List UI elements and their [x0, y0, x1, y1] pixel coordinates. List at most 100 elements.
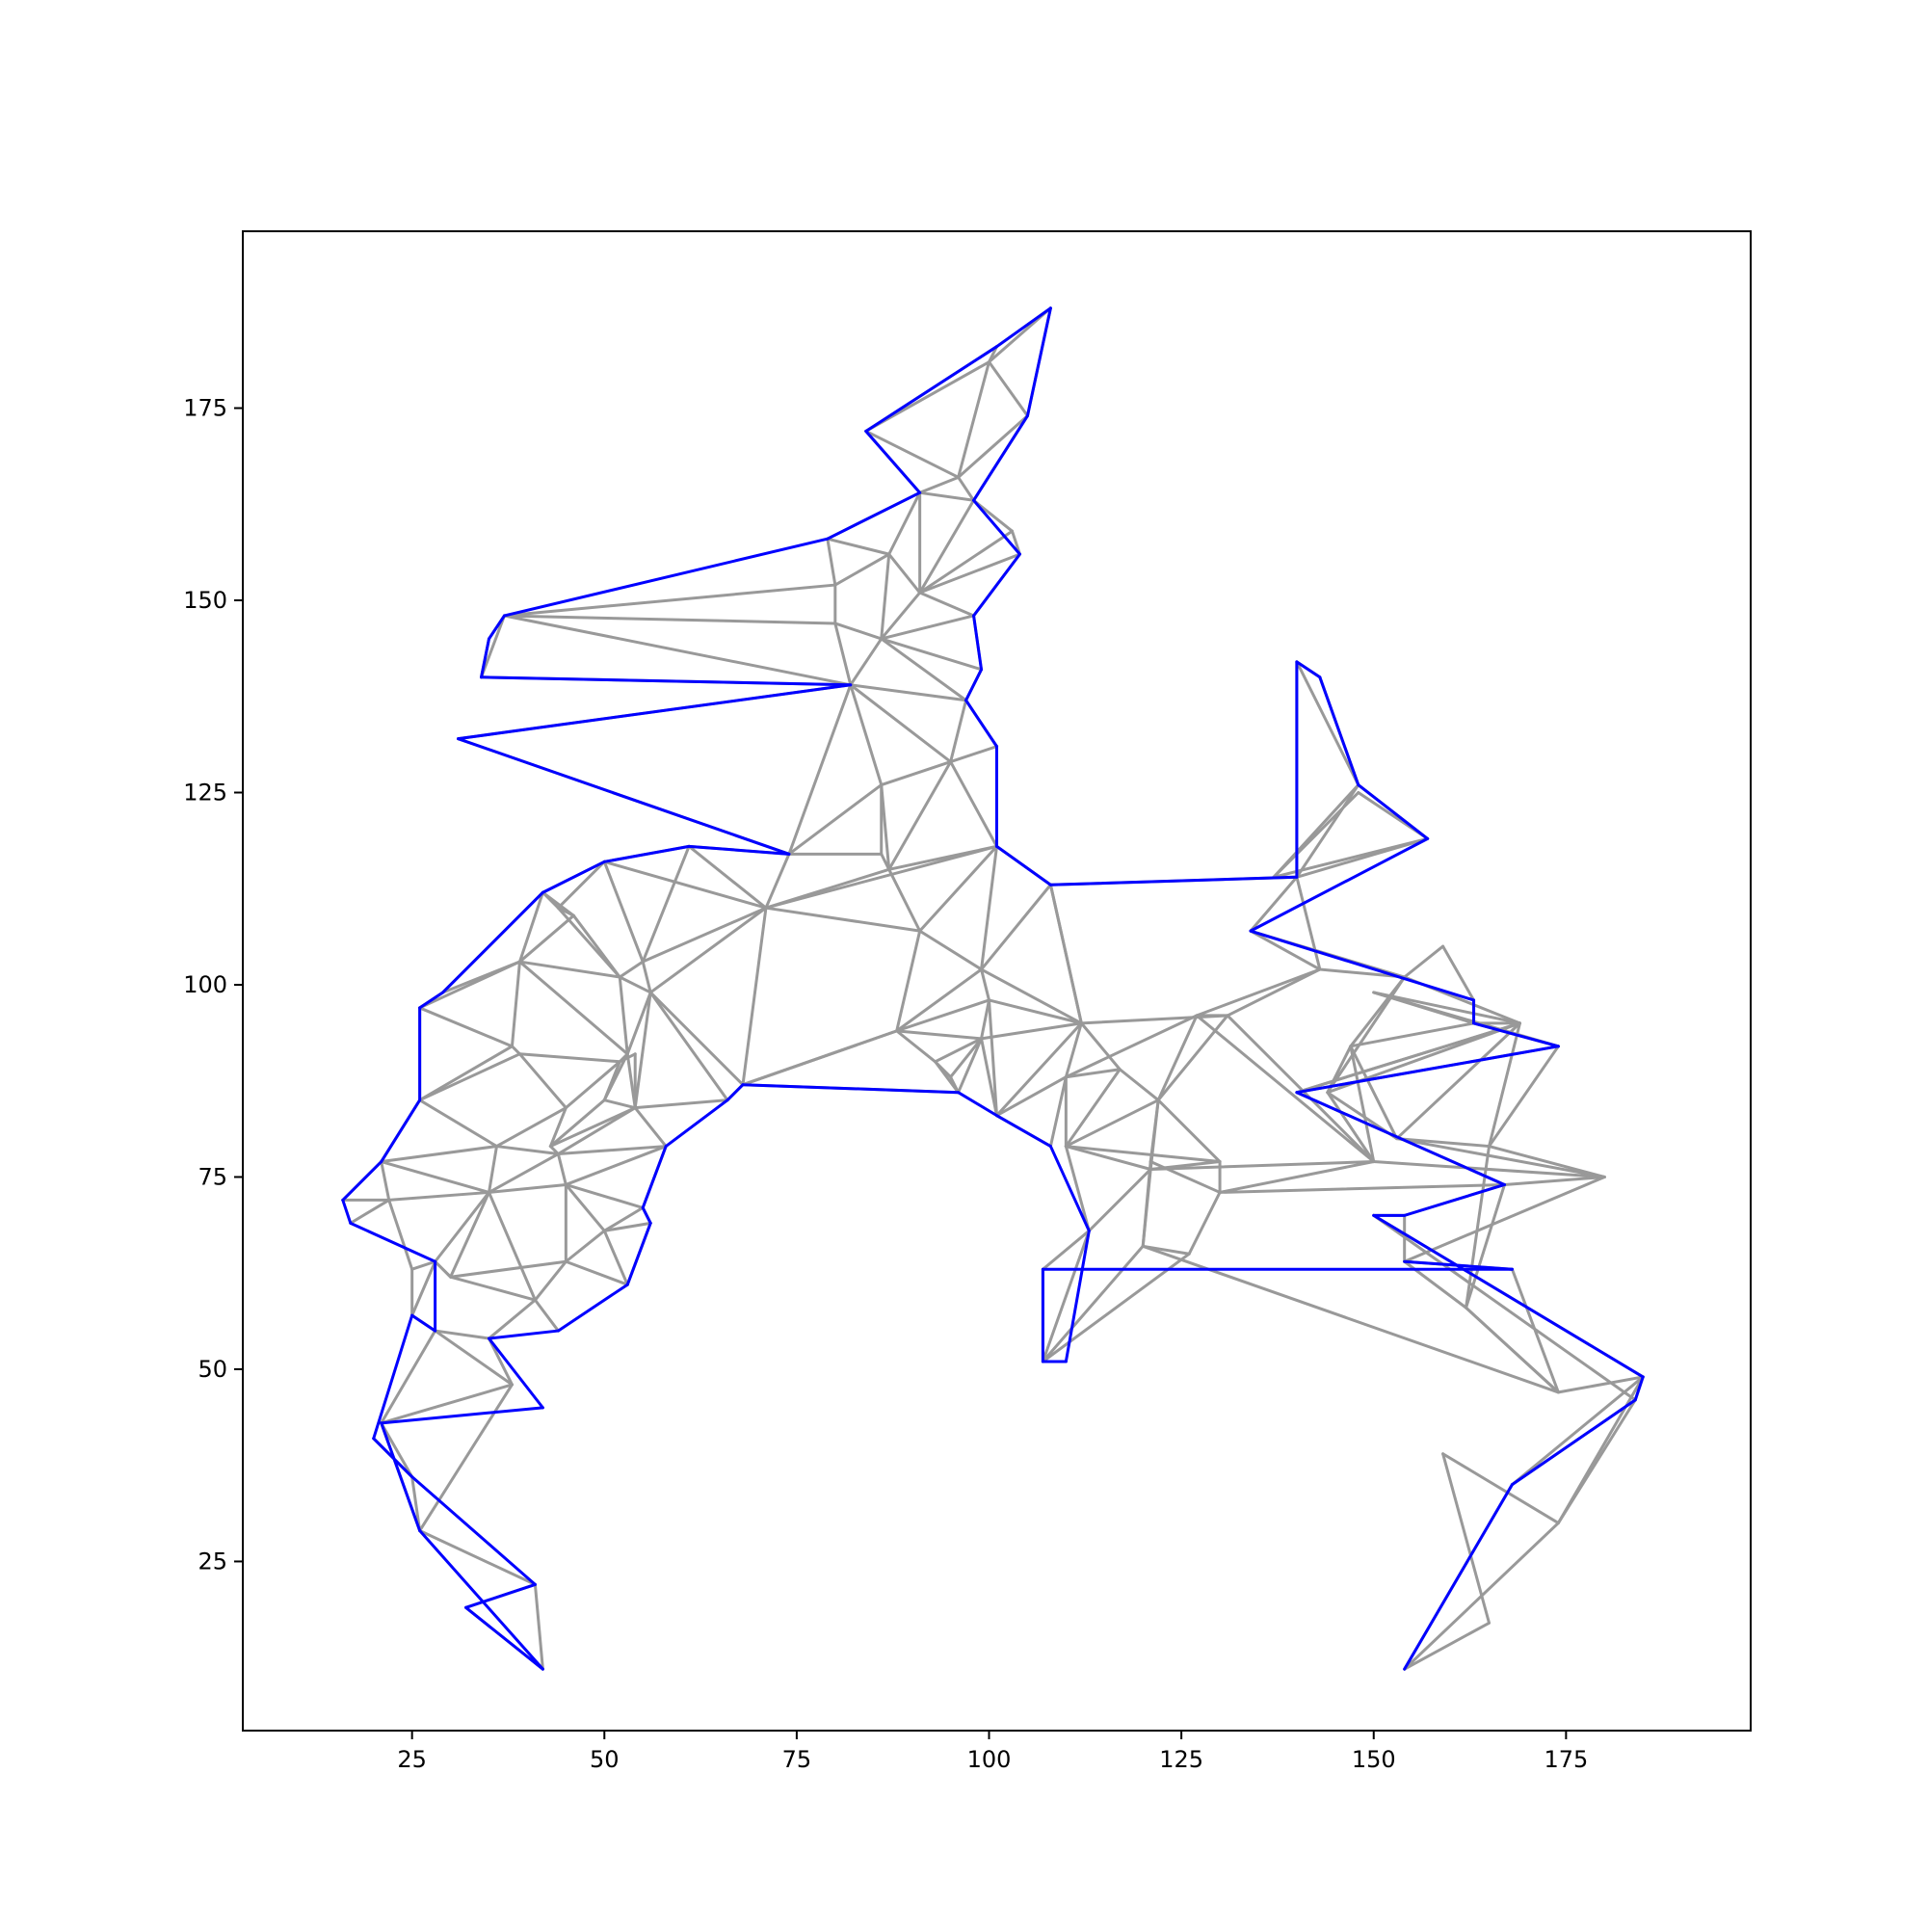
- boundary-edge: [1064, 1229, 1091, 1363]
- mesh-edge: [1226, 967, 1322, 1018]
- mesh-edge: [918, 475, 961, 494]
- mesh-edge: [1556, 1375, 1645, 1394]
- mesh-edge: [1064, 1068, 1122, 1079]
- mesh-edge: [787, 783, 884, 856]
- mesh-edge: [410, 1259, 437, 1317]
- mesh-edge: [517, 960, 621, 979]
- boundary-edge: [380, 1421, 422, 1533]
- mesh-edge: [949, 745, 998, 764]
- y-tick-label: 125: [183, 780, 227, 807]
- mesh-edge: [1295, 783, 1360, 879]
- boundary-edge: [957, 1091, 998, 1118]
- boundary-edge: [488, 1337, 544, 1410]
- mesh-edge: [1372, 1213, 1637, 1402]
- mesh-edge: [533, 1582, 544, 1671]
- mesh-edge: [918, 844, 998, 933]
- mesh-edge: [864, 429, 961, 479]
- mesh-edge: [648, 906, 768, 994]
- boundary-edge: [556, 1283, 629, 1333]
- mesh-edge: [1465, 1306, 1560, 1394]
- mesh-edge: [1488, 1145, 1606, 1178]
- boundary-edge: [488, 614, 506, 641]
- mesh-edge: [380, 1383, 514, 1425]
- mesh-edge: [418, 1098, 498, 1149]
- mesh-edge: [548, 1106, 637, 1149]
- mesh-edge: [380, 1160, 491, 1194]
- mesh-edge: [1488, 1045, 1560, 1149]
- boundary-edge: [972, 552, 1021, 618]
- boundary-edge: [464, 1582, 537, 1609]
- mesh-edge: [564, 1182, 645, 1209]
- boundary-edge: [480, 637, 491, 679]
- mesh-edge: [380, 1145, 498, 1164]
- mesh-edge: [1141, 1160, 1152, 1248]
- mesh-edge: [502, 583, 837, 618]
- boundary-edge: [1048, 1145, 1091, 1232]
- mesh-edge: [980, 844, 998, 971]
- mesh-edge: [741, 906, 768, 1087]
- mesh-edge: [502, 614, 837, 625]
- mesh-edge: [602, 860, 768, 910]
- mesh-edge: [380, 1160, 391, 1202]
- mesh-edge: [1041, 1252, 1191, 1363]
- mesh-edge: [887, 552, 922, 595]
- boundary-edge: [826, 490, 922, 541]
- mesh-edge: [1465, 1182, 1506, 1310]
- mesh-edge: [1295, 875, 1322, 971]
- x-axis-ticks: 25 50 75 100 125 150 175: [397, 1731, 1588, 1773]
- mesh-edge: [494, 1145, 560, 1156]
- mesh-edge: [1064, 1145, 1091, 1232]
- mesh-edge: [1064, 1098, 1160, 1149]
- mesh-edge: [556, 1145, 668, 1156]
- boundary-edge: [418, 991, 445, 1010]
- boundary-edge: [1249, 836, 1430, 933]
- boundary-edge: [641, 1145, 668, 1209]
- mesh-edge: [957, 360, 991, 479]
- boundary-edge: [664, 1098, 729, 1149]
- boundary-edge: [641, 1205, 652, 1225]
- mesh-edge: [510, 960, 521, 1048]
- mesh-edge: [1079, 1021, 1122, 1072]
- mesh-edge: [995, 1021, 1083, 1118]
- mesh-edge: [1272, 783, 1360, 879]
- mesh-edge: [1556, 1375, 1645, 1525]
- mesh-edge: [1403, 1621, 1491, 1671]
- boundary-edge: [372, 1437, 414, 1479]
- mesh-edge: [764, 906, 922, 933]
- mesh-edge: [1403, 1175, 1606, 1263]
- mesh-edge: [995, 1075, 1068, 1118]
- mesh-edge: [787, 683, 853, 856]
- boundary-edge: [457, 683, 853, 741]
- x-tick-label: 25: [397, 1746, 427, 1773]
- mesh-edge: [741, 1029, 899, 1087]
- boundary-edge: [410, 1313, 437, 1333]
- boundary-edge: [480, 675, 853, 687]
- mesh-edge: [980, 967, 1083, 1025]
- mesh-edge: [880, 783, 891, 871]
- mesh-edge: [1195, 967, 1322, 1018]
- mesh-edge: [602, 1229, 629, 1286]
- mesh-edge: [488, 1298, 537, 1340]
- mesh-edge: [449, 1275, 537, 1302]
- boundary-edge: [372, 1313, 414, 1441]
- y-tick-label: 75: [198, 1163, 227, 1190]
- mesh-edge: [1349, 975, 1407, 1048]
- mesh-edge: [887, 760, 953, 871]
- boundary-edge: [341, 1198, 353, 1225]
- mesh-edge: [1488, 1021, 1521, 1149]
- mesh-edge: [934, 1037, 984, 1064]
- mesh-edge: [1372, 1160, 1606, 1178]
- mesh-edge: [880, 852, 891, 871]
- mesh-edge: [826, 537, 837, 587]
- mesh-edge: [887, 867, 922, 933]
- mesh-edge: [918, 498, 976, 595]
- mesh-edge: [517, 960, 629, 1056]
- mesh-edge: [918, 529, 1014, 595]
- mesh-edge: [648, 991, 729, 1102]
- mesh-edge: [618, 975, 652, 994]
- mesh-edge: [1441, 1452, 1491, 1625]
- boundary-edge: [502, 537, 830, 618]
- x-tick-label: 125: [1159, 1746, 1203, 1773]
- mesh-edge: [602, 1052, 629, 1102]
- y-tick-label: 25: [198, 1548, 227, 1575]
